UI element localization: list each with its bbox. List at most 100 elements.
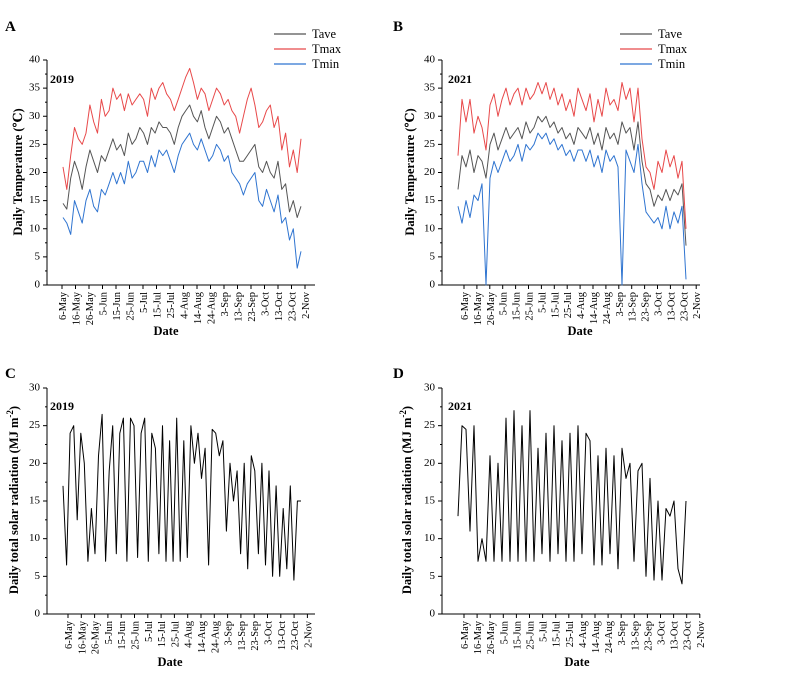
x-tick-label: 23-Sep <box>250 621 261 651</box>
y-tick-label: 0 <box>430 608 436 620</box>
y-axis-title-superscript: -2 <box>398 410 408 418</box>
legend-label-tmin: Tmin <box>658 57 686 71</box>
y-tick-label: 20 <box>424 457 436 469</box>
x-tick-label: 3-Sep <box>220 292 231 317</box>
x-tick-label: 13-Sep <box>237 621 248 651</box>
x-tick-label: 25-Jun <box>131 620 142 649</box>
y-tick-label: 5 <box>430 570 436 582</box>
x-tick-label: 26-May <box>85 291 96 325</box>
legend-label-tmax: Tmax <box>658 42 688 56</box>
x-tick-label: 6-May <box>58 291 69 320</box>
x-tick-label: 26-May <box>91 620 102 654</box>
x-tick-label: 13-Oct <box>274 292 285 321</box>
x-tick-label: 25-Jun <box>126 291 137 320</box>
y-tick-label: 15 <box>424 194 436 206</box>
panel-letter: A <box>5 19 16 35</box>
x-tick-label: 13-Sep <box>630 621 641 651</box>
x-tick-label: 13-Oct <box>277 621 288 650</box>
y-tick-label: 35 <box>424 82 436 94</box>
y-axis-title: Daily Temperature (℃) <box>11 108 25 235</box>
x-tick-label: 13-Sep <box>628 292 639 322</box>
x-tick-label: 15-Jul <box>157 621 168 647</box>
series-tmin <box>457 132 687 286</box>
y-tick-label: 25 <box>424 419 436 431</box>
x-tick-label: 16-May <box>77 620 88 654</box>
x-tick-label: 2-Nov <box>692 291 703 319</box>
y-tick-label: 25 <box>424 138 436 150</box>
y-tick-label: 25 <box>29 419 41 431</box>
x-axis-title: Date <box>154 324 179 338</box>
x-axis-title: Date <box>565 655 590 669</box>
x-axis-title: Date <box>158 655 183 669</box>
y-tick-label: 10 <box>29 222 41 234</box>
x-tick-label: 5-Jun <box>99 291 110 315</box>
y-tick-label: 40 <box>29 54 41 66</box>
x-tick-label: 24-Aug <box>602 291 613 324</box>
x-tick-label: 5-Jun <box>499 620 510 644</box>
y-tick-label: 15 <box>29 194 41 206</box>
x-tick-label: 26-May <box>486 291 497 325</box>
x-tick-label: 23-Oct <box>290 621 301 650</box>
x-axis-title: Date <box>568 324 593 338</box>
y-tick-label: 30 <box>29 382 41 394</box>
series-tmax <box>457 82 687 229</box>
x-tick-label: 26-May <box>486 620 497 654</box>
x-tick-label: 25-Jul <box>565 621 576 647</box>
x-tick-label: 15-Jun <box>112 291 123 320</box>
x-tick-label: 23-Sep <box>641 292 652 322</box>
x-tick-label: 25-Jun <box>525 291 536 320</box>
y-axis-title-superscript: -2 <box>5 410 15 418</box>
x-tick-label: 6-May <box>64 620 75 649</box>
panel-letter: B <box>393 19 403 35</box>
legend-label-tave: Tave <box>312 27 337 41</box>
x-tick-label: 4-Aug <box>576 291 587 319</box>
x-tick-label: 23-Sep <box>643 621 654 651</box>
x-tick-label: 25-Jul <box>563 292 574 318</box>
x-tick-label: 3-Sep <box>615 292 626 317</box>
x-tick-label: 2-Nov <box>696 620 707 648</box>
y-tick-label: 30 <box>29 110 41 122</box>
panel-letter: C <box>5 366 16 382</box>
x-tick-label: 3-Oct <box>264 621 275 645</box>
y-tick-label: 5 <box>35 250 41 262</box>
y-tick-label: 25 <box>29 138 41 150</box>
y-tick-label: 5 <box>430 250 436 262</box>
x-tick-label: 25-Jul <box>170 621 181 647</box>
x-tick-label: 5-Jun <box>499 291 510 315</box>
x-tick-label: 13-Oct <box>670 621 681 650</box>
y-tick-label: 5 <box>35 570 41 582</box>
x-tick-label: 25-Jun <box>526 620 537 649</box>
x-tick-label: 5-Jul <box>537 292 548 313</box>
y-tick-label: 10 <box>424 222 436 234</box>
x-tick-label: 15-Jun <box>512 620 523 649</box>
y-axis-title: Daily Temperature (℃) <box>403 108 417 235</box>
x-tick-label: 5-Jul <box>539 621 550 642</box>
y-tick-label: 35 <box>29 82 41 94</box>
year-label: 2019 <box>50 72 74 86</box>
series-radiation <box>62 413 301 581</box>
x-tick-label: 23-Oct <box>288 292 299 321</box>
year-label: 2021 <box>448 399 472 413</box>
year-label: 2021 <box>448 72 472 86</box>
x-tick-label: 13-Sep <box>234 292 245 322</box>
x-tick-label: 3-Sep <box>224 621 235 646</box>
x-tick-label: 6-May <box>460 620 471 649</box>
x-tick-label: 23-Oct <box>679 292 690 321</box>
y-tick-label: 15 <box>29 495 41 507</box>
x-tick-label: 15-Jul <box>153 292 164 318</box>
x-tick-label: 15-Jul <box>552 621 563 647</box>
y-tick-label: 0 <box>430 279 436 291</box>
x-tick-label: 4-Aug <box>180 291 191 319</box>
y-axis-title-close: ) <box>7 406 21 410</box>
y-tick-label: 20 <box>424 166 436 178</box>
series-tmax <box>62 67 302 190</box>
x-tick-label: 5-Jun <box>104 620 115 644</box>
y-tick-label: 15 <box>424 495 436 507</box>
y-tick-label: 40 <box>424 54 436 66</box>
x-tick-label: 24-Aug <box>207 291 218 324</box>
x-tick-label: 3-Oct <box>261 292 272 316</box>
x-tick-label: 16-May <box>473 291 484 325</box>
x-tick-label: 14-Aug <box>591 620 602 653</box>
